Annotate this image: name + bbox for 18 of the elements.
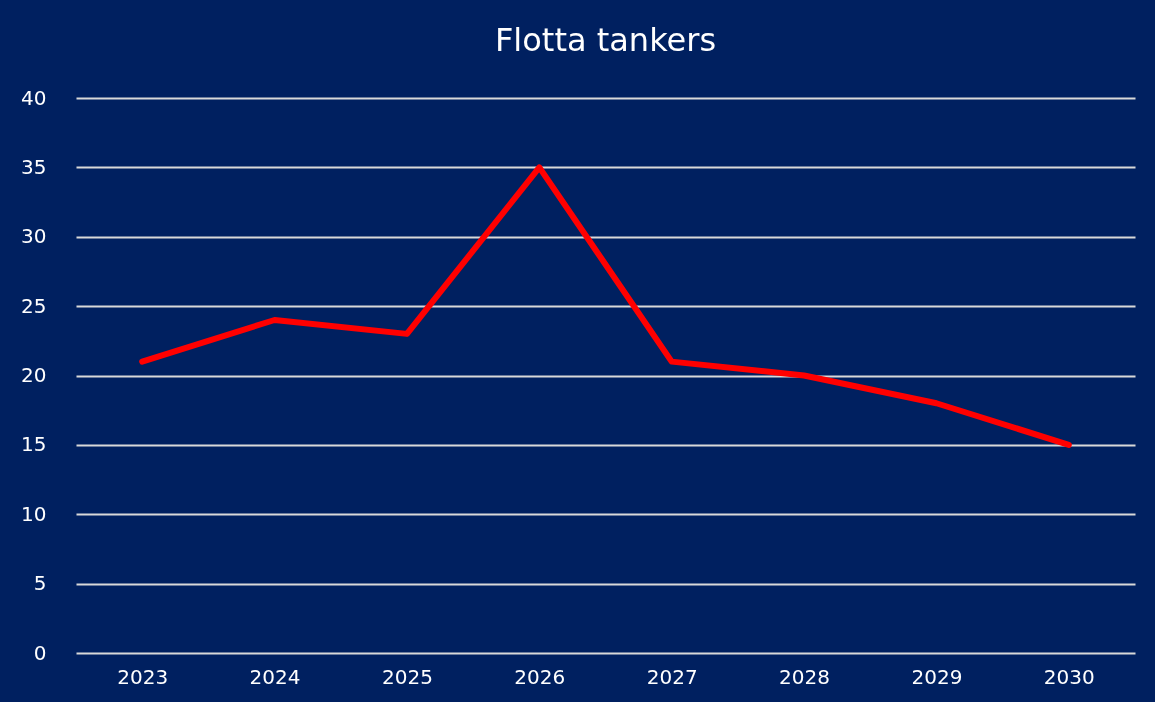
y-tick-label: 10 [21,501,47,526]
x-tick-label: 2025 [381,664,433,689]
y-tick-label: 5 [33,571,47,596]
y-tick-label: 20 [21,363,47,387]
y-tick-label: 25 [21,293,47,318]
chart-title: Flotta tankers [494,21,717,59]
x-tick-label: 2029 [911,664,963,689]
y-tick-label: 15 [21,432,47,457]
x-tick-label: 2030 [1043,664,1095,689]
x-tick-label: 2027 [646,664,698,689]
y-tick-label: 35 [21,154,47,179]
y-tick-label: 30 [21,224,47,249]
y-tick-label: 40 [21,85,47,110]
x-tick-label: 2023 [117,664,169,689]
x-tick-label: 2024 [249,664,301,689]
x-tick-label: 2026 [514,664,566,689]
x-tick-label: 2028 [779,664,831,689]
y-tick-label: 0 [33,640,47,665]
